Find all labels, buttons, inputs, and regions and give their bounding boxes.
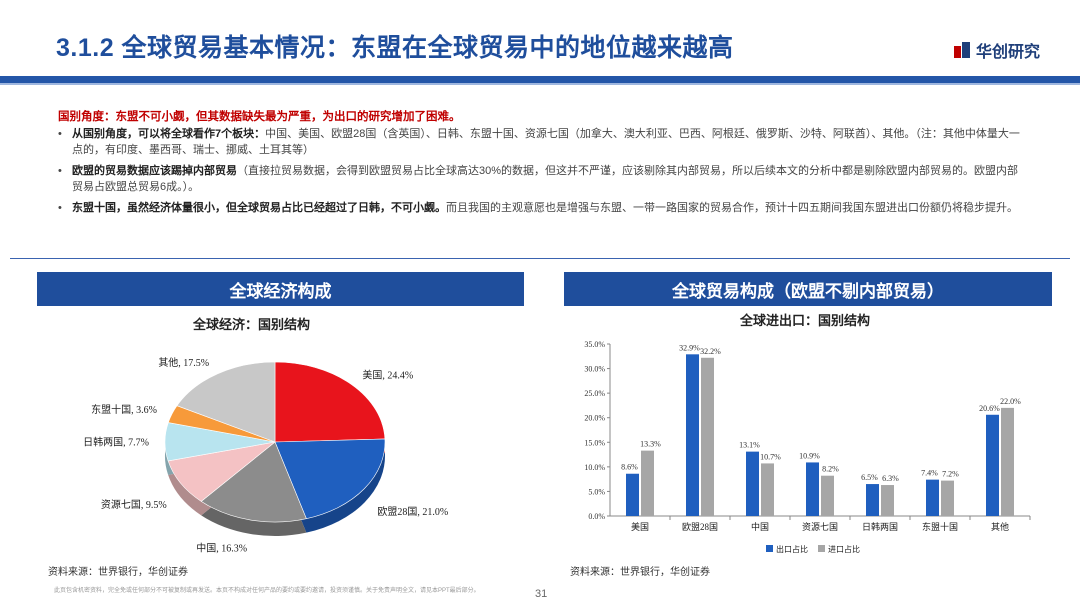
bullet-text: 而且我国的主观意愿也是增强与东盟、一带一路国家的贸易合作，预计十四五期间我国东盟… — [446, 202, 1018, 214]
y-tick-label: 10.0% — [584, 463, 605, 472]
bar-value-label: 13.1% — [739, 441, 760, 450]
bar-value-label: 6.5% — [861, 473, 878, 482]
bar — [686, 354, 699, 516]
pie-slice-label: 中国, 16.3% — [196, 542, 247, 555]
bar-chart: 0.0% 5.0% 10.0% 15.0% 20.0% 25.0% 30.0% 35.0% 8.… — [584, 340, 1031, 554]
pie-slice-label: 欧盟28国, 21.0% — [377, 506, 448, 518]
intro-statement: 国别角度：东盟不可小觑，但其数据缺失最为严重，为出口的研究增加了困难。 — [58, 111, 461, 123]
page-number: 31 — [535, 588, 548, 600]
bar — [941, 480, 954, 516]
logo-text: 华创研究 — [975, 44, 1040, 61]
pie-slice — [274, 438, 386, 520]
bar — [806, 462, 819, 516]
bullet-text: 中国、美国、欧盟28国（含英国）、日韩、东盟十国、资源七国（加拿大、澳大利亚、巴… — [72, 128, 1020, 156]
bar — [641, 450, 654, 516]
bullet-item: 东盟十国，虽然经济体量很小，但全球贸易占比已经超过了日韩，不可小觑。而且我国的主… — [58, 200, 1020, 216]
left-source-note: 资料来源：世界银行，华创证券 — [48, 567, 188, 578]
y-tick-label: 5.0% — [588, 487, 605, 496]
right-source-note: 资料来源：世界银行，华创证券 — [570, 567, 710, 578]
bar-value-label: 8.2% — [822, 465, 839, 474]
bar — [926, 479, 939, 516]
y-tick-label: 35.0% — [584, 340, 605, 349]
header-rule — [0, 76, 1080, 83]
bar-value-label: 22.0% — [1000, 397, 1021, 406]
footer-disclaimer: 此页包含机密资料，完全免或任何部分不可被复制或再发送。本页不构成对任何产品的要约… — [54, 588, 480, 594]
x-tick-label: 其他 — [991, 521, 1009, 532]
bar — [821, 475, 834, 516]
bar — [1001, 407, 1014, 516]
logo-mark-icon — [953, 42, 970, 58]
bar-value-label: 8.6% — [621, 463, 638, 472]
x-tick-label: 美国 — [631, 521, 649, 532]
x-tick-label: 中国 — [751, 521, 769, 532]
pie-slice-label: 日韩两国, 7.7% — [83, 436, 149, 449]
pie-slice-label: 资源七国, 9.5% — [101, 498, 167, 511]
pie-slice — [176, 361, 276, 443]
bar — [866, 484, 879, 516]
x-tick-label: 资源七国 — [802, 522, 838, 532]
left-panel-header: 全球经济构成 — [37, 272, 524, 306]
bullet-item: 从国别角度，可以将全球看作7个板块：中国、美国、欧盟28国（含英国）、日韩、东盟… — [58, 126, 1020, 158]
pie-slice-label: 美国, 24.4% — [362, 368, 413, 381]
right-panel-header: 全球贸易构成（欧盟不剔内部贸易） — [564, 272, 1052, 306]
bar-value-label: 10.7% — [760, 452, 781, 461]
bar-value-label: 10.9% — [799, 451, 820, 460]
bullet-bold: 从国别角度，可以将全球看作7个板块： — [72, 128, 266, 140]
bar — [881, 485, 894, 516]
legend-swatch — [766, 545, 773, 552]
bar — [761, 463, 774, 516]
pie-slice-label: 其他, 17.5% — [158, 356, 209, 369]
pie-slice-label: 东盟十国, 3.6% — [91, 403, 157, 416]
bar — [626, 473, 639, 516]
pie-slice — [200, 441, 307, 523]
legend-label: 出口占比 — [776, 544, 808, 554]
bar-value-label: 13.3% — [640, 440, 661, 449]
section-divider — [10, 258, 1070, 259]
x-tick-label: 日韩两国 — [862, 521, 898, 532]
x-tick-label: 欧盟28国 — [682, 521, 718, 532]
bar-chart-title: 全球进出口：国别结构 — [740, 313, 871, 328]
header-rule-light — [0, 83, 1080, 85]
legend-swatch — [818, 545, 825, 552]
bar — [746, 451, 759, 516]
pie-chart-title: 全球经济：国别结构 — [193, 317, 311, 332]
bar-value-label: 7.4% — [921, 469, 938, 478]
y-tick-label: 0.0% — [588, 512, 605, 521]
bar — [986, 414, 999, 516]
y-tick-label: 30.0% — [584, 365, 605, 374]
pie-chart: 美国, 24.4% 欧盟28国, 21.0% 中国, 16.3% 资源七国, 9.5%… — [83, 356, 448, 555]
legend: 出口占比 进口占比 — [766, 544, 860, 554]
bar-value-label: 32.2% — [700, 347, 721, 356]
y-tick-label: 20.0% — [584, 414, 605, 423]
brand-logo: 华创研究 — [953, 38, 1040, 62]
y-tick-label: 25.0% — [584, 389, 605, 398]
bar — [701, 357, 714, 516]
bullet-bold: 欧盟的贸易数据应该踢掉内部贸易 — [72, 165, 237, 177]
pie-slice — [274, 361, 386, 443]
y-tick-label: 15.0% — [584, 438, 605, 447]
bar-value-label: 7.2% — [942, 470, 959, 479]
bar-value-label: 6.3% — [882, 474, 899, 483]
bar-value-label: 20.6% — [979, 404, 1000, 413]
bullet-bold: 东盟十国，虽然经济体量很小，但全球贸易占比已经超过了日韩，不可小觑。 — [72, 202, 446, 214]
bullet-item: 欧盟的贸易数据应该踢掉内部贸易（直接拉贸易数据，会得到欧盟贸易占比全球高达30%… — [58, 163, 1020, 195]
legend-label: 进口占比 — [828, 544, 860, 554]
bullet-text: （直接拉贸易数据，会得到欧盟贸易占比全球高达30%的数据，但这并不严谨，应该剔除… — [72, 165, 1019, 193]
page-title: 3.1.2 全球贸易基本情况：东盟在全球贸易中的地位越来越高 — [56, 34, 734, 62]
bullet-list: 从国别角度，可以将全球看作7个板块：中国、美国、欧盟28国（含英国）、日韩、东盟… — [58, 126, 1020, 221]
bar-value-label: 32.9% — [679, 343, 700, 352]
x-tick-label: 东盟十国 — [922, 521, 958, 532]
